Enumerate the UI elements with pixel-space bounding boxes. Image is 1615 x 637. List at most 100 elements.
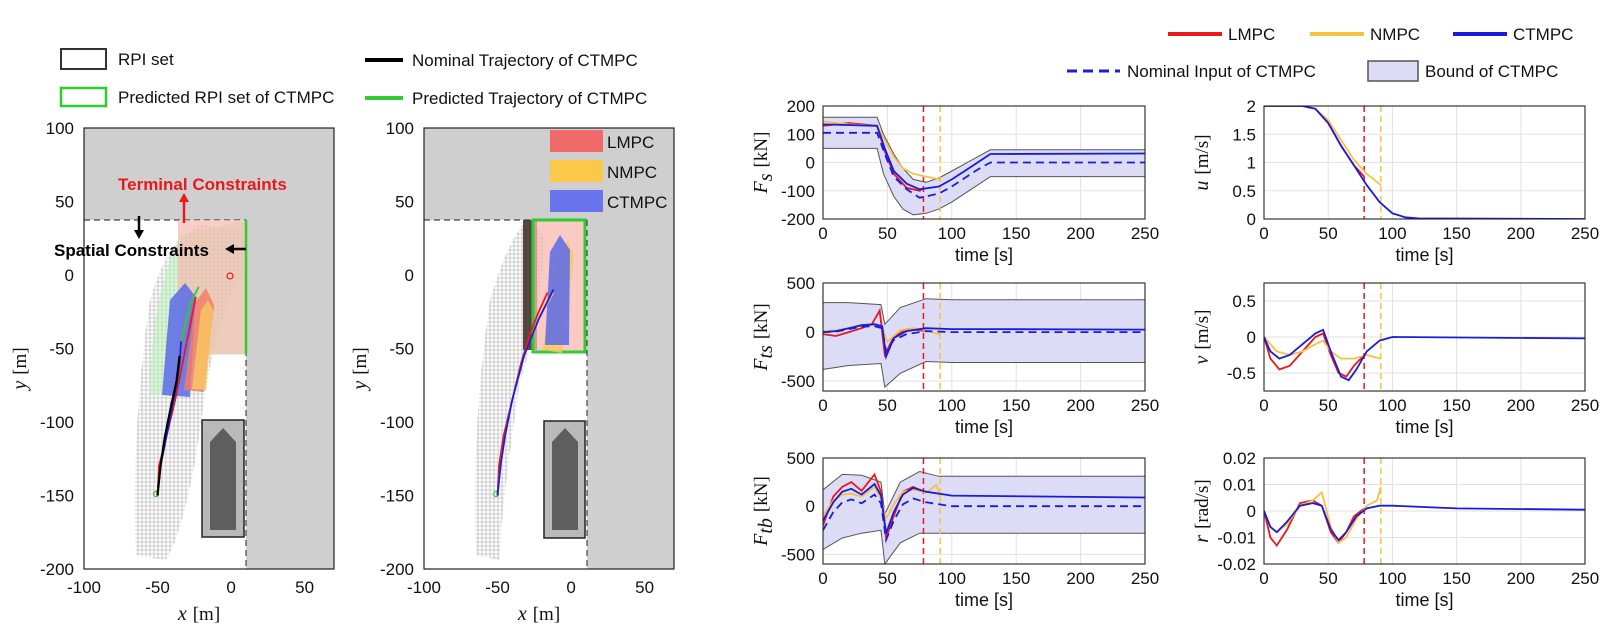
panel-v-series-ctmpc	[1264, 328, 1585, 382]
panel-fs-xtick-150: 150	[1002, 224, 1030, 243]
panel-u-xtick-200: 200	[1507, 224, 1535, 243]
panel-r-xlabel: time [s]	[1395, 590, 1453, 610]
panel-ftb-ylabel-var: F	[750, 533, 772, 547]
map-right-xtick-100: -100	[407, 578, 441, 597]
legend-nominal-label: Nominal Trajectory of CTMPC	[412, 51, 638, 70]
map-left-nmpc-ship	[192, 300, 213, 390]
panel-r-ytick-0-01: -0.01	[1217, 529, 1256, 548]
panel-v-xtick-250: 250	[1571, 396, 1599, 415]
panel-fts-plot-area	[823, 283, 1145, 391]
panel-v-ylabel: v [m/s]	[1191, 310, 1213, 365]
map-right-legend-nmpc: NMPC	[607, 163, 657, 182]
map-right-legend-nmpc-swatch	[550, 160, 603, 182]
panel-v-ytick-0-5: -0.5	[1227, 364, 1256, 383]
legend-nominal-input-label: Nominal Input of CTMPC	[1127, 62, 1316, 81]
map-left-spatial-arrowhead-down	[134, 230, 144, 239]
legend-nmpc-label: NMPC	[1370, 25, 1420, 44]
panel-v-frame	[1263, 282, 1586, 392]
panel-r-xtick-150: 150	[1442, 569, 1470, 588]
panel-fts-frame	[822, 282, 1146, 392]
panel-ftb-xtick-0: 0	[818, 569, 827, 588]
panel-r-ytick-0-02: -0.02	[1217, 555, 1256, 574]
panel-fs-ylabel: Fs [kN]	[750, 132, 777, 195]
panel-ftb-ylabel-unit: [kN]	[751, 476, 772, 512]
panel-fs-ytick-200: 200	[787, 97, 815, 116]
panel-v-xlabel: time [s]	[1395, 417, 1453, 437]
panel-u-xlabel: time [s]	[1395, 245, 1453, 265]
panel-fs-bound-upper	[823, 116, 1145, 183]
panel-ftb-plot-area	[823, 458, 1145, 564]
panel-fs-series-nominal-input-of-ctmpc	[823, 131, 1145, 199]
panel-fs-ytick-200: -200	[781, 210, 815, 229]
panel-u-frame	[1263, 105, 1586, 220]
panel-fs: 0 50 100 150 200 250 200 100 0 -100 -200 time [s] Fs…	[750, 97, 1159, 265]
map-right-xtick-0: 0	[566, 578, 575, 597]
map-left-terminal-arrowhead	[179, 193, 189, 202]
panel-ftb-ytick-500: 500	[787, 449, 815, 468]
panel-fs-ytick-100: -100	[781, 182, 815, 201]
map-right-legend-lmpc: LMPC	[607, 133, 654, 152]
panel-fs-plot-area	[823, 106, 1145, 219]
map-right-ctmpc-ship	[545, 235, 570, 345]
map-right-xtick-50: -50	[485, 578, 510, 597]
panel-ftb-xtick-200: 200	[1066, 569, 1094, 588]
panel-fts-xtick-250: 250	[1131, 396, 1159, 415]
panel-v-ytick-0-5: 0.5	[1232, 292, 1256, 311]
panel-fts-bound-lower	[823, 360, 1145, 389]
panel-r-xtick-100: 100	[1378, 569, 1406, 588]
map-left-xtick-50: -50	[145, 578, 170, 597]
panel-fs-ylabel-unit: [kN]	[751, 132, 772, 168]
panel-ftb-xtick-250: 250	[1131, 569, 1159, 588]
map-left-series-lmpc	[156, 296, 197, 496]
map-left-ytick-150: -150	[40, 487, 74, 506]
panel-r: 0 50 100 150 200 250 0.02 0.01 0 -0.01 -0.02 time […	[1191, 449, 1599, 610]
panel-v-xtick-200: 200	[1507, 396, 1535, 415]
map-right-ship-icon	[552, 428, 578, 530]
map-left-xtick-50: 50	[295, 578, 314, 597]
panel-fs-bound-fill	[823, 117, 1145, 215]
panel-r-xtick-50: 50	[1319, 569, 1338, 588]
map-right-xlabel: x [m]	[517, 603, 560, 625]
legend-lmpc-label: LMPC	[1228, 25, 1275, 44]
panel-ftb-ylabel: Ftb [kN]	[750, 476, 777, 547]
panel-v-series-lmpc	[1264, 332, 1365, 378]
panel-fts-series-nominal-input-of-ctmpc	[823, 325, 1145, 355]
map-left-series-nominal-trajectory-of-ctmpc	[156, 355, 181, 496]
panel-fts-ylabel-unit: [kN]	[751, 303, 772, 339]
panel-fts-bound-upper	[823, 298, 1145, 326]
map-left-xlabel-var: x	[177, 603, 187, 625]
panel-fts-xtick-0: 0	[818, 396, 827, 415]
panel-u-ytick-0-5: 0.5	[1232, 182, 1256, 201]
map-right-xtick-50: 50	[635, 578, 654, 597]
panel-ftb-series-ctmpc	[823, 482, 1145, 534]
map-right-ylabel-unit: [m]	[350, 347, 371, 374]
map-right-ytick-50: 50	[395, 193, 414, 212]
map-left-xtick-0: 0	[226, 578, 235, 597]
panel-ftb-ytick-0: 0	[806, 497, 815, 516]
legend-ctmpc-label: CTMPC	[1513, 25, 1573, 44]
panel-r-ylabel: r [rad/s]	[1191, 479, 1213, 542]
panel-fts-xtick-100: 100	[938, 396, 966, 415]
map-left-target-marker	[226, 272, 234, 280]
map-right-ytick-0: 0	[405, 266, 414, 285]
map-right-ytick-200: -200	[380, 560, 414, 579]
panel-ftb-ytick-500: -500	[781, 545, 815, 564]
panel-u-series-ctmpc	[1264, 106, 1585, 219]
map-right-series-ctmpc	[496, 289, 555, 496]
panel-u-ytick-0: 0	[1247, 210, 1256, 229]
panel-v-xtick-100: 100	[1378, 396, 1406, 415]
panel-fts-xtick-200: 200	[1066, 396, 1094, 415]
map-left-spatial-arrowhead-left	[225, 244, 234, 254]
panel-v-ytick-0: 0	[1247, 328, 1256, 347]
legend-pred-traj-label: Predicted Trajectory of CTMPC	[412, 89, 647, 108]
map-left-ytick-200: -200	[40, 560, 74, 579]
panel-ftb-ylabel-sub: tb	[755, 518, 777, 534]
panel-u-ytick-1: 1	[1247, 154, 1256, 173]
map-right-xlabel-var: x	[517, 603, 527, 625]
map-legend: RPI set Nominal Trajectory of CTMPC Pred…	[59, 48, 647, 108]
panel-r-series-ctmpc	[1264, 502, 1585, 542]
map-left-ylabel-unit: [m]	[10, 347, 31, 374]
